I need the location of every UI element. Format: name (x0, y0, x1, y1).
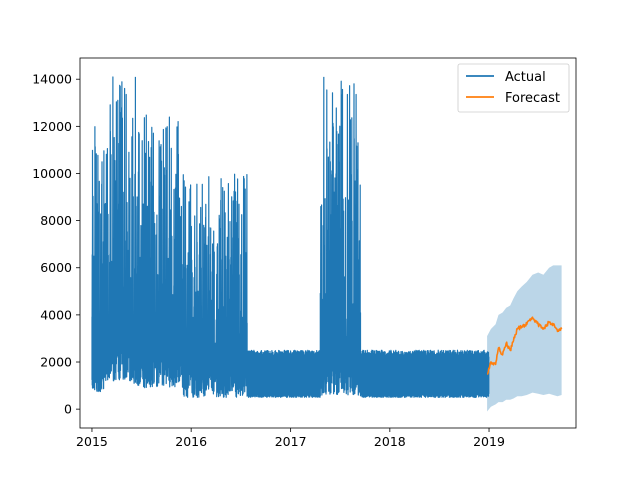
x-tick-label-2019: 2019 (473, 434, 505, 449)
legend: Actual Forecast (457, 63, 570, 113)
forecast-interval-band (487, 265, 562, 412)
y-tick-label-0: 0 (64, 402, 72, 417)
y-tick-label-10000: 10000 (32, 166, 72, 181)
x-tick-label-2017: 2017 (275, 434, 307, 449)
y-tick-label-2000: 2000 (40, 355, 72, 370)
axis-ticks: 2015 2016 2017 2018 2019 0 2000 4000 6000 8000 100… (32, 72, 505, 449)
y-tick-label-12000: 12000 (32, 119, 72, 134)
y-tick-label-4000: 4000 (40, 307, 72, 322)
x-tick-label-2016: 2016 (175, 434, 207, 449)
x-tick-label-2018: 2018 (374, 434, 406, 449)
y-tick-label-14000: 14000 (32, 72, 72, 87)
legend-label-forecast: Forecast (505, 91, 560, 106)
x-tick-label-2015: 2015 (76, 434, 108, 449)
plot-area (91, 76, 563, 412)
y-tick-label-6000: 6000 (40, 260, 72, 275)
axes-frame (79, 57, 577, 429)
y-tick-label-8000: 8000 (40, 213, 72, 228)
series-line-forecast (486, 316, 563, 375)
legend-label-actual: Actual (505, 70, 546, 85)
series-line-actual (91, 76, 490, 398)
